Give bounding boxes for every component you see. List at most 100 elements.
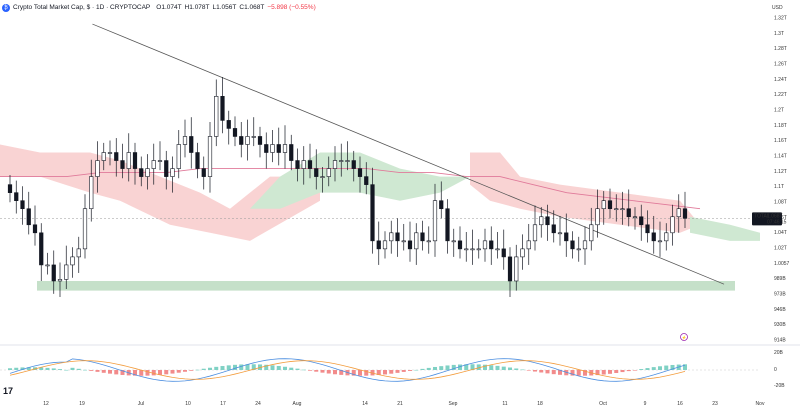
macd-tick-label: 20B [774, 350, 784, 356]
price-tick-label: 1.02T [774, 246, 787, 252]
time-tick-label: 9 [644, 401, 647, 407]
macd-histogram-bar [289, 367, 294, 370]
candles[interactable] [7, 77, 688, 298]
macd-histogram-bar [108, 370, 112, 374]
macd-histogram-bar [383, 370, 387, 375]
macd-histogram-bar [520, 369, 525, 371]
candle [82, 208, 88, 250]
trendline [92, 23, 725, 285]
candle [645, 224, 650, 234]
macd-histogram-bar [320, 370, 325, 373]
macd-histogram-bar [158, 370, 162, 375]
candle [157, 160, 163, 162]
macd-histogram-bar [670, 364, 675, 370]
candle [495, 248, 500, 251]
macd-histogram-bar [89, 370, 94, 371]
candle [595, 208, 600, 226]
candle [132, 152, 138, 169]
macd-histogram-bar [251, 364, 256, 370]
candle [520, 248, 525, 258]
candle [426, 240, 431, 243]
macd-histogram-bar [626, 370, 631, 372]
candle [532, 224, 538, 242]
close-value: C1.068T [239, 4, 265, 11]
symbol-title[interactable]: Crypto Total Market Cap, $ · 1D · CRYPTO… [13, 4, 151, 11]
macd-axis: 20B 0 -20B [774, 350, 785, 389]
price-axis[interactable]: USD 1.32T 1.3T 1.28T 1.26T 1.24T 1.22T 1.2T 1.1… [772, 5, 790, 344]
macd-histogram-bar [639, 369, 644, 370]
macd-pane [0, 358, 760, 382]
macd-histogram-bar [358, 370, 362, 376]
macd-tick-label: 0 [774, 367, 777, 373]
candle [295, 160, 300, 169]
macd-histogram-bar [239, 364, 244, 370]
candle [101, 152, 106, 161]
candle [7, 184, 13, 193]
macd-histogram-bar [176, 370, 181, 373]
candle [145, 168, 150, 177]
candle [51, 264, 56, 282]
macd-histogram-bar [51, 368, 56, 370]
candle [320, 176, 325, 178]
price-tick-label: 989B [774, 276, 786, 282]
macd-line [9, 358, 686, 382]
macd-histogram-bar [658, 366, 662, 370]
macd-histogram-bar [101, 370, 106, 373]
candle [670, 216, 675, 234]
macd-histogram-bar [545, 370, 550, 374]
macd-histogram-bar [189, 370, 194, 371]
time-tick-label: 17 [220, 401, 226, 407]
macd-histogram-bar [414, 369, 419, 371]
alert-icon[interactable]: ⚡ [680, 333, 688, 341]
candle [564, 232, 569, 242]
macd-histogram-bar [301, 369, 306, 371]
candle [301, 160, 306, 169]
candle [601, 200, 606, 210]
macd-histogram-bar [45, 367, 50, 370]
candle [351, 160, 356, 169]
price-tick-label: 1.26T [774, 62, 787, 68]
macd-histogram-bar [595, 370, 600, 376]
candle [376, 240, 381, 250]
time-axis[interactable]: 12 19 Jul 10 17 24 Aug 14 21 Sep 11 18 Oct 9 16 23 Nov [43, 401, 765, 407]
macd-histogram-bar [614, 370, 619, 374]
candle [551, 224, 556, 234]
candle [176, 144, 181, 169]
candle [639, 216, 644, 226]
candle [32, 224, 38, 234]
price-tick-label: 1.08T [774, 200, 787, 206]
candle [195, 152, 200, 169]
candle [632, 216, 638, 219]
candle [501, 248, 506, 258]
support-zone [37, 280, 735, 291]
candle [220, 96, 225, 121]
price-tick-label: 1.1T [774, 184, 784, 190]
macd-histogram-bar [114, 370, 119, 375]
macd-histogram-bar [201, 368, 206, 370]
candle [289, 144, 294, 161]
candle [482, 240, 488, 250]
candle [345, 160, 350, 162]
candle [614, 208, 619, 211]
macd-histogram-bar [395, 370, 400, 373]
macd-histogram-bar [645, 368, 650, 370]
candle [514, 256, 519, 282]
candle [201, 168, 206, 177]
candle [276, 144, 281, 153]
macd-histogram-bar [39, 367, 44, 370]
macd-histogram-bar [133, 370, 137, 376]
candle [607, 200, 613, 210]
macd-histogram-bar [570, 370, 575, 376]
candle [76, 248, 81, 258]
candle [657, 240, 663, 243]
macd-histogram-bar [145, 370, 150, 376]
tradingview-logo[interactable]: 17 [3, 386, 14, 396]
candle [414, 232, 419, 250]
candle [89, 176, 94, 210]
candle [451, 240, 456, 243]
last-price-value: 1.068T [767, 213, 783, 219]
macd-histogram-bar [283, 366, 287, 370]
candle [464, 248, 469, 251]
candle [582, 240, 588, 250]
